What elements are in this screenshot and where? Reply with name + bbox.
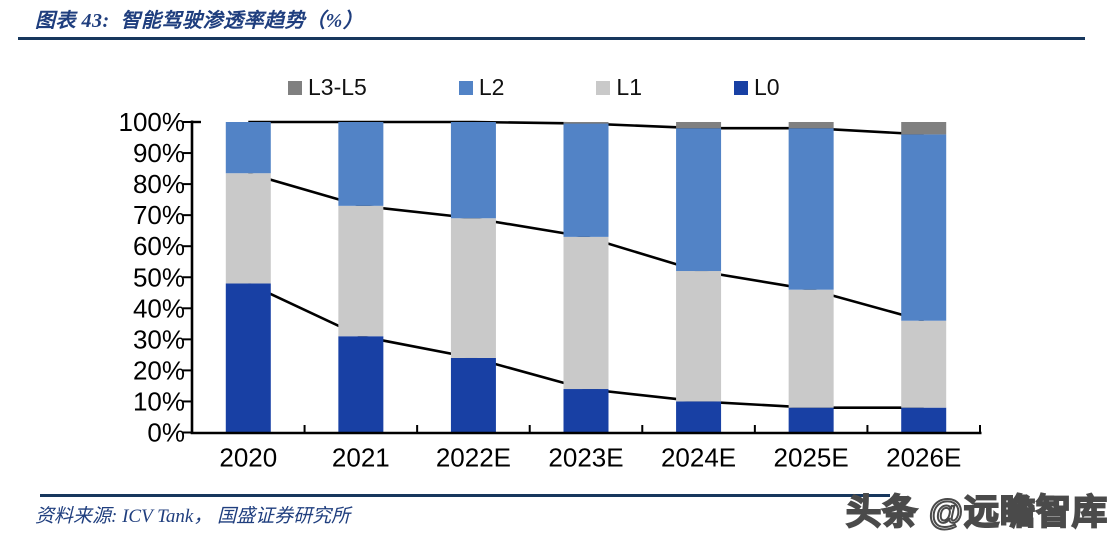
bar-segment-l1 xyxy=(338,205,384,337)
legend-swatch-icon xyxy=(734,80,749,95)
bar-segment-l3-l5 xyxy=(901,122,947,135)
title-rule xyxy=(18,37,1085,40)
bar-segment-l0 xyxy=(676,401,722,433)
y-tick-label: 60% xyxy=(133,231,185,261)
bar-segment-l3-l5 xyxy=(563,122,609,124)
watermark: 头条 @远瞻智库 xyxy=(845,492,1108,533)
legend-item-l0: L0 xyxy=(734,76,780,99)
chart-title: 图表 43: 智能驾驶渗透率趋势（%） xyxy=(35,10,364,32)
legend-swatch-icon xyxy=(288,80,302,95)
y-tick-label: 80% xyxy=(133,169,185,199)
legend-label: L1 xyxy=(616,74,643,100)
legend-swatch-icon xyxy=(458,80,473,95)
x-category-label: 2022E xyxy=(436,443,511,473)
footer-rule xyxy=(40,494,890,497)
bar-segment-l1 xyxy=(901,320,947,408)
y-tick-label: 40% xyxy=(133,293,185,323)
x-category-label: 2024E xyxy=(661,443,736,473)
x-category-label: 2025E xyxy=(774,443,849,473)
y-tick-label: 50% xyxy=(133,262,185,292)
y-tick-label: 0% xyxy=(147,418,185,448)
y-tick-label: 10% xyxy=(133,386,185,416)
y-tick-label: 20% xyxy=(133,355,185,385)
legend-item-l3-l5: L3-L5 xyxy=(288,76,367,99)
bar-segment-l3-l5 xyxy=(676,122,722,129)
bar-segment-l2 xyxy=(563,123,609,237)
source-note: 资料来源: ICV Tank， 国盛证券研究所 xyxy=(35,506,351,527)
bar-segment-l2 xyxy=(788,128,834,290)
y-tick-label: 30% xyxy=(133,324,185,354)
chart-legend: L3-L5 L2 L1 L0 xyxy=(288,76,780,99)
bar-segment-l3-l5 xyxy=(788,122,834,129)
bar-segment-l1 xyxy=(225,173,271,284)
bar-segment-l1 xyxy=(788,289,834,408)
bar-segment-l1 xyxy=(450,218,496,358)
bar-segment-l0 xyxy=(450,357,496,433)
legend-label: L2 xyxy=(478,74,505,100)
legend-item-l2: L2 xyxy=(458,74,505,100)
bar-segment-l0 xyxy=(563,389,609,433)
y-tick-label: 70% xyxy=(133,200,185,230)
bar-segment-l2 xyxy=(676,128,722,272)
x-category-label: 2023E xyxy=(548,443,623,473)
y-tick-label: 90% xyxy=(133,138,185,168)
bar-segment-l0 xyxy=(225,283,271,433)
bar-segment-l2 xyxy=(338,122,384,206)
bar-segment-l2 xyxy=(901,134,947,321)
bar-segment-l1 xyxy=(563,236,609,390)
x-category-label: 2021 xyxy=(332,443,390,473)
legend-label: L0 xyxy=(754,74,780,100)
bar-segment-l2 xyxy=(450,122,496,219)
bar-segment-l0 xyxy=(338,336,384,433)
legend-label: L3-L5 xyxy=(308,74,367,100)
x-category-label: 2020 xyxy=(219,443,277,473)
bar-segment-l0 xyxy=(901,407,947,433)
legend-swatch-icon xyxy=(596,80,611,95)
bar-segment-l2 xyxy=(225,122,271,174)
bar-segment-l0 xyxy=(788,407,834,433)
x-category-label: 2026E xyxy=(886,443,961,473)
bar-segment-l1 xyxy=(676,271,722,402)
y-tick-label: 100% xyxy=(119,107,186,137)
legend-item-l1: L1 xyxy=(596,76,642,99)
